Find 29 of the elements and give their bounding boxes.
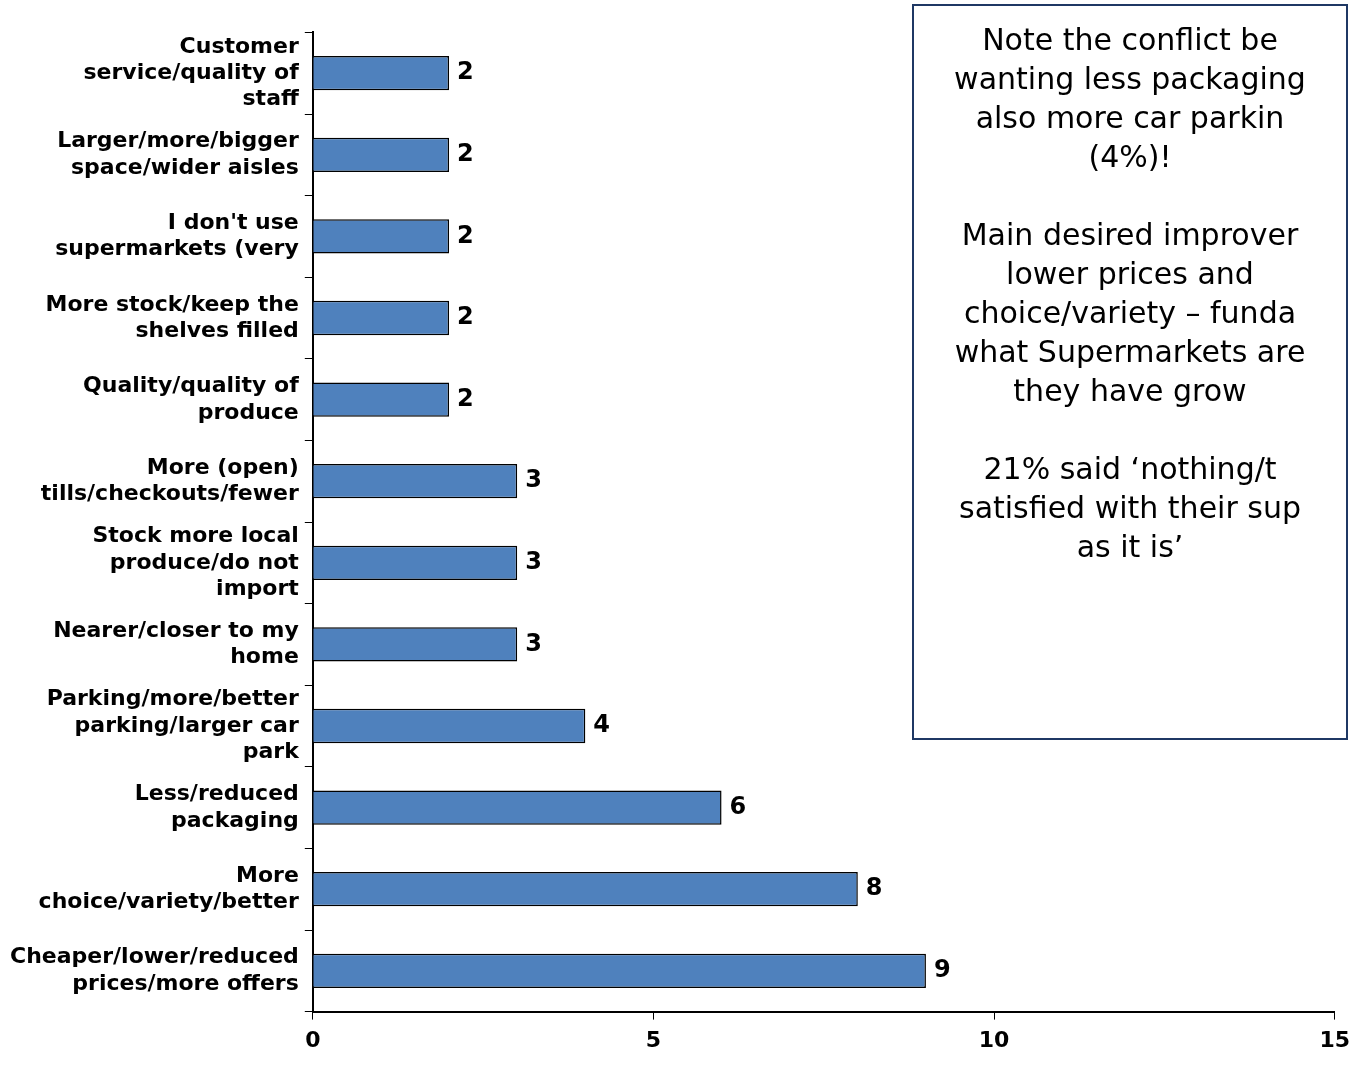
y-tick-label: Cheaper/lower/reduced prices/more offers [9, 943, 299, 995]
y-tick-label: Parking/more/better parking/larger car park [46, 685, 301, 764]
data-label: 6 [729, 791, 747, 820]
y-tick-label: Quality/quality of produce [83, 372, 300, 424]
note-box: Note the conflict be wanting less packaging also more car parkin (4%)! Main desired improver lower prices and choice/variety – funda what Supermarkets are they have grow 21% said ‘nothing/t satisfied with their sup as it is’ [912, 4, 1348, 740]
y-tick-label: More (open) tills/checkouts/fewer [40, 453, 299, 506]
y-tick-label: Less/reduced packaging [134, 780, 299, 832]
y-tick-label: Nearer/closer to my home [53, 616, 299, 669]
data-label: 2 [457, 139, 474, 168]
y-tick-label: More choice/variety/better [38, 861, 299, 914]
data-label: 3 [525, 628, 542, 657]
data-label: 2 [457, 383, 474, 412]
y-tick-label: I don't use supermarkets (very [55, 208, 299, 261]
x-tick-label: 10 [978, 1026, 1010, 1052]
x-tick-label: 5 [645, 1026, 662, 1052]
data-label: 3 [525, 465, 542, 494]
data-label: 4 [593, 710, 611, 739]
data-label: 8 [865, 873, 883, 902]
data-label: 2 [457, 57, 474, 86]
data-label: 3 [525, 547, 542, 576]
data-label: 2 [457, 220, 474, 249]
y-tick-label: Customer service/quality of staff [83, 32, 300, 111]
y-tick-label: Stock more local produce/do not import [92, 522, 300, 600]
y-tick-label: Larger/more/bigger space/wider aisles [57, 127, 299, 179]
data-label: 9 [933, 955, 951, 984]
x-tick-label: 15 [1319, 1026, 1350, 1052]
y-tick-label: More stock/keep the shelves filled [45, 290, 299, 342]
x-tick-label: 0 [305, 1026, 321, 1052]
data-label: 2 [457, 302, 474, 331]
